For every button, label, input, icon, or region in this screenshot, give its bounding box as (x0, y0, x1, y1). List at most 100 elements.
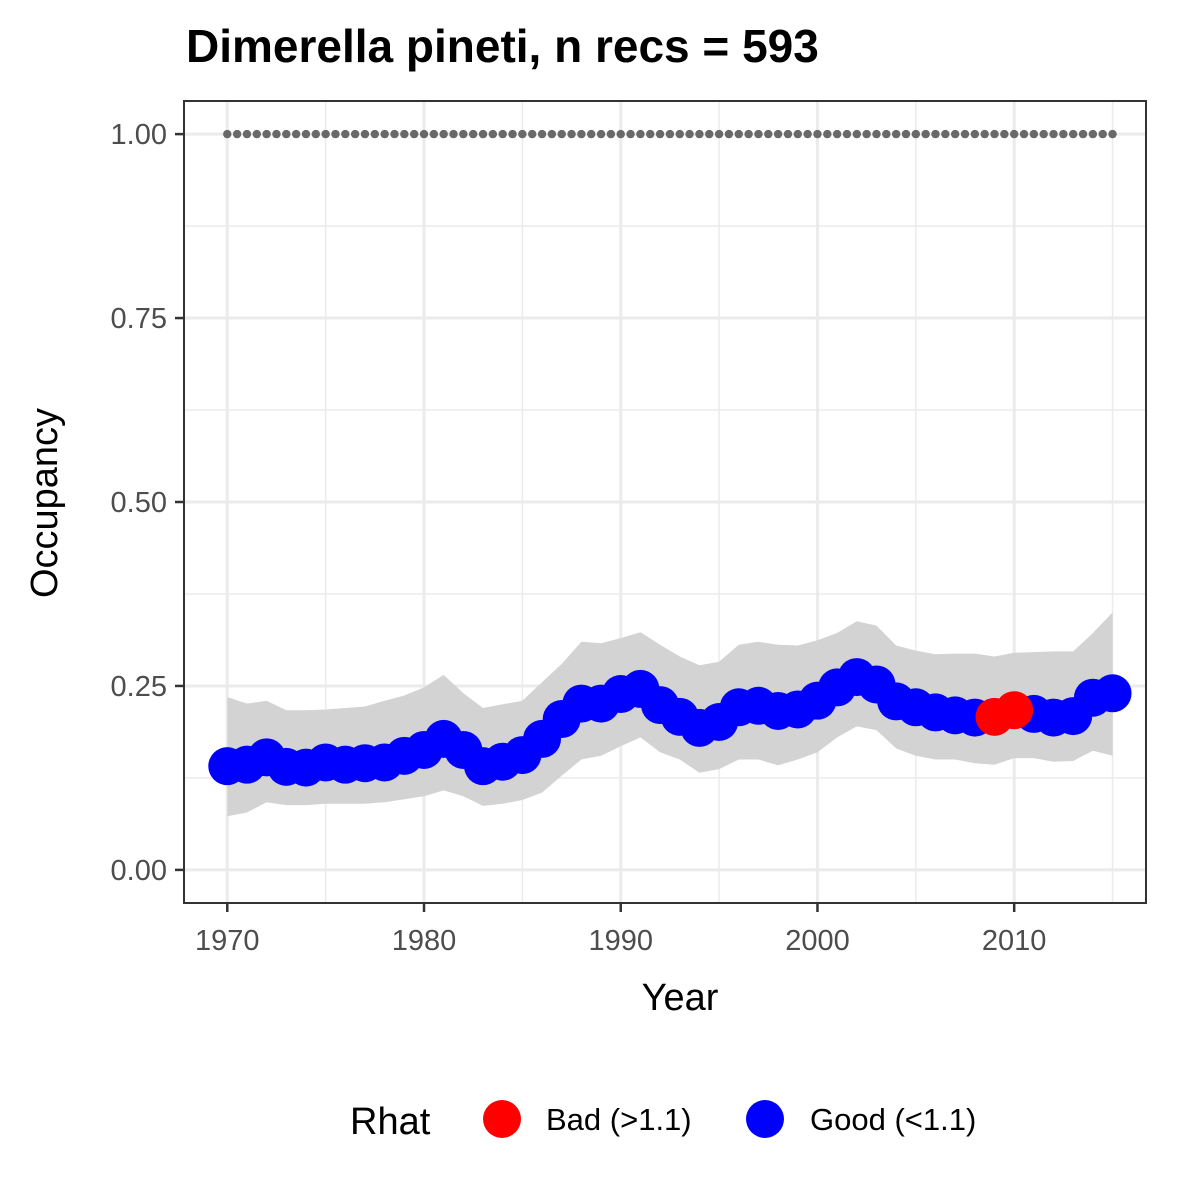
dotted-line-point (232, 129, 242, 139)
dotted-line-point (468, 129, 478, 139)
dotted-line-point (252, 129, 261, 139)
dotted-line-point (921, 129, 930, 139)
legend: Rhat Bad (>1.1) Good (<1.1) (350, 1100, 976, 1143)
y-tick-label: 0.50 (111, 487, 167, 519)
dotted-line-point (823, 129, 832, 139)
dotted-line-point (636, 129, 645, 139)
dotted-line-point (419, 129, 429, 139)
dotted-line-point (223, 129, 232, 139)
dotted-line-point (1059, 129, 1068, 139)
dotted-line-point (773, 129, 783, 139)
dotted-line-point (901, 129, 911, 139)
dotted-line-point (675, 129, 684, 139)
dotted-line-point (1078, 129, 1088, 139)
dotted-line-point (960, 129, 970, 139)
x-tick-label: 1970 (195, 925, 260, 957)
dotted-line-point (665, 129, 675, 139)
dotted-line-point (341, 129, 350, 139)
legend-label-good: Good (<1.1) (810, 1102, 976, 1137)
dotted-line-point (695, 129, 704, 139)
x-tick-label: 1990 (588, 925, 653, 957)
legend-items: Bad (>1.1) Good (<1.1) (483, 1100, 976, 1138)
dotted-line-point (646, 129, 655, 139)
dotted-line-point (547, 129, 557, 139)
dotted-line-point (282, 129, 291, 139)
x-tick-label: 2010 (982, 925, 1047, 957)
dotted-line-point (1088, 129, 1098, 139)
dotted-line-point (950, 129, 960, 139)
dotted-line-point (311, 129, 321, 139)
dotted-line-point (596, 129, 606, 139)
dotted-line-point (459, 129, 468, 139)
dotted-line-point (764, 129, 773, 139)
dotted-line-point (783, 129, 793, 139)
legend-title: Rhat (350, 1101, 431, 1143)
upper-reference-dotted-line (223, 129, 1117, 139)
dotted-line-point (862, 129, 871, 139)
x-axis-title: Year (642, 977, 719, 1019)
dotted-line-point (724, 129, 734, 139)
dotted-line-point (390, 129, 399, 139)
dotted-line-point (1019, 129, 1029, 139)
y-tick-label: 0.75 (111, 303, 167, 335)
dotted-line-point (567, 129, 576, 139)
dotted-line-point (931, 129, 940, 139)
dotted-line-point (360, 129, 370, 139)
y-axis-title: Occupancy (24, 408, 66, 598)
dotted-line-point (754, 129, 763, 139)
dotted-line-point (400, 129, 409, 139)
dotted-line-point (616, 129, 625, 139)
dotted-line-point (1009, 129, 1019, 139)
data-point-2010 (995, 691, 1034, 730)
y-axis: 0.00 0.25 0.50 0.75 1.00 (111, 119, 184, 887)
dotted-line-point (1098, 129, 1107, 139)
dotted-line-point (941, 129, 950, 139)
dotted-line-point (852, 129, 862, 139)
dotted-line-point (518, 129, 527, 139)
dotted-line-point (685, 129, 694, 139)
dotted-line-point (882, 129, 891, 139)
dotted-line-point (272, 129, 281, 139)
y-tick-label: 1.00 (111, 119, 167, 151)
dotted-line-point (498, 129, 507, 139)
dotted-line-point (557, 129, 566, 139)
legend-label-bad: Bad (>1.1) (546, 1102, 692, 1137)
dotted-line-point (380, 129, 389, 139)
occupancy-series (208, 658, 1132, 787)
dotted-line-point (478, 129, 488, 139)
dotted-line-point (803, 129, 812, 139)
dotted-line-point (744, 129, 753, 139)
dotted-line-point (793, 129, 802, 139)
dotted-line-point (872, 129, 881, 139)
dotted-line-point (331, 129, 340, 139)
legend-key-bad (483, 1100, 521, 1138)
dotted-line-point (449, 129, 458, 139)
dotted-line-point (262, 129, 271, 139)
dotted-line-point (528, 129, 537, 139)
dotted-line-point (705, 129, 714, 139)
x-tick-label: 1980 (392, 925, 457, 957)
dotted-line-point (655, 129, 665, 139)
dotted-line-point (911, 129, 921, 139)
dotted-line-point (832, 129, 842, 139)
dotted-line-point (587, 129, 596, 139)
dotted-line-point (813, 129, 822, 139)
legend-key-good (746, 1100, 784, 1138)
dotted-line-point (626, 129, 635, 139)
dotted-line-point (1039, 129, 1048, 139)
dotted-line-point (291, 129, 301, 139)
x-tick-label: 2000 (785, 925, 850, 957)
dotted-line-point (429, 129, 439, 139)
dotted-line-point (508, 129, 517, 139)
dotted-line-point (301, 129, 311, 139)
dotted-line-point (891, 129, 901, 139)
dotted-line-point (990, 129, 999, 139)
dotted-line-point (970, 129, 980, 139)
dotted-line-point (409, 129, 419, 139)
dotted-line-point (714, 129, 724, 139)
x-axis: 1970 1980 1990 2000 2010 (195, 903, 1046, 957)
y-tick-label: 0.25 (111, 671, 167, 703)
dotted-line-point (321, 129, 330, 139)
dotted-line-point (350, 129, 360, 139)
